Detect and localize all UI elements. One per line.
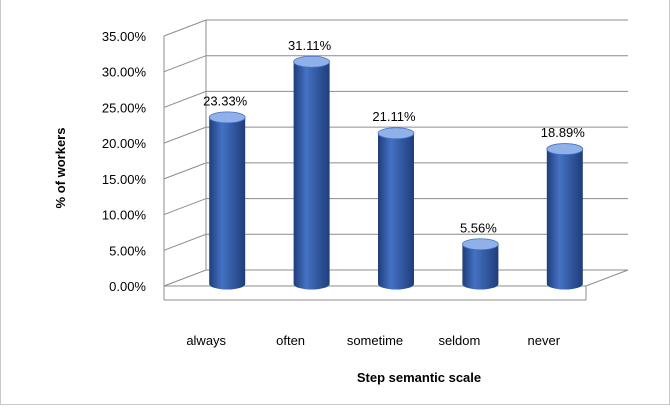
bar <box>208 111 246 290</box>
bar-body <box>378 133 414 290</box>
data-label: 23.33% <box>203 93 248 108</box>
gridline <box>163 19 628 37</box>
bar <box>461 238 499 290</box>
data-labels: 23.33% 31.11% 21.11% 5.56% 18.89% <box>203 38 585 236</box>
bar-top <box>208 111 246 124</box>
y-tick-label: 15.00% <box>102 172 147 187</box>
data-label: 18.89% <box>541 125 586 140</box>
y-axis-tick-labels: 0.00% 5.00% 10.00% 15.00% 20.00% 25.00% 30.00%… <box>102 29 147 294</box>
y-tick-label: 30.00% <box>102 65 147 80</box>
gridline <box>163 55 628 73</box>
x-tick-label: often <box>276 333 305 348</box>
x-tick-label: always <box>186 333 226 348</box>
data-label: 21.11% <box>372 109 416 124</box>
y-tick-label: 5.00% <box>109 243 146 258</box>
bar <box>546 143 584 290</box>
x-axis-tick-labels: always often sometime seldom never <box>186 333 560 348</box>
x-tick-label: never <box>528 333 561 348</box>
data-label: 5.56% <box>460 220 497 235</box>
gridlines <box>163 19 629 301</box>
x-axis-title: Step semantic scale <box>357 370 481 385</box>
y-tick-label: 35.00% <box>102 29 147 44</box>
bar-top <box>293 55 331 68</box>
bar-top <box>461 238 499 251</box>
bars <box>208 55 584 290</box>
bar-top <box>546 143 584 155</box>
bar-body <box>209 117 246 290</box>
bar <box>293 55 331 290</box>
y-tick-label: 10.00% <box>102 208 147 223</box>
bar <box>377 127 415 290</box>
y-tick-label: 0.00% <box>109 279 146 294</box>
bar-body <box>546 149 583 290</box>
data-label: 31.11% <box>288 38 332 53</box>
y-tick-label: 25.00% <box>102 100 147 115</box>
x-tick-label: seldom <box>438 333 480 348</box>
bar-body <box>462 244 499 290</box>
x-tick-label: sometime <box>347 333 403 348</box>
y-axis-title: % of workers <box>53 128 68 209</box>
bar-top <box>377 127 415 140</box>
floor-plane <box>163 269 629 287</box>
bar-body <box>293 61 330 290</box>
y-tick-label: 20.00% <box>102 136 147 151</box>
